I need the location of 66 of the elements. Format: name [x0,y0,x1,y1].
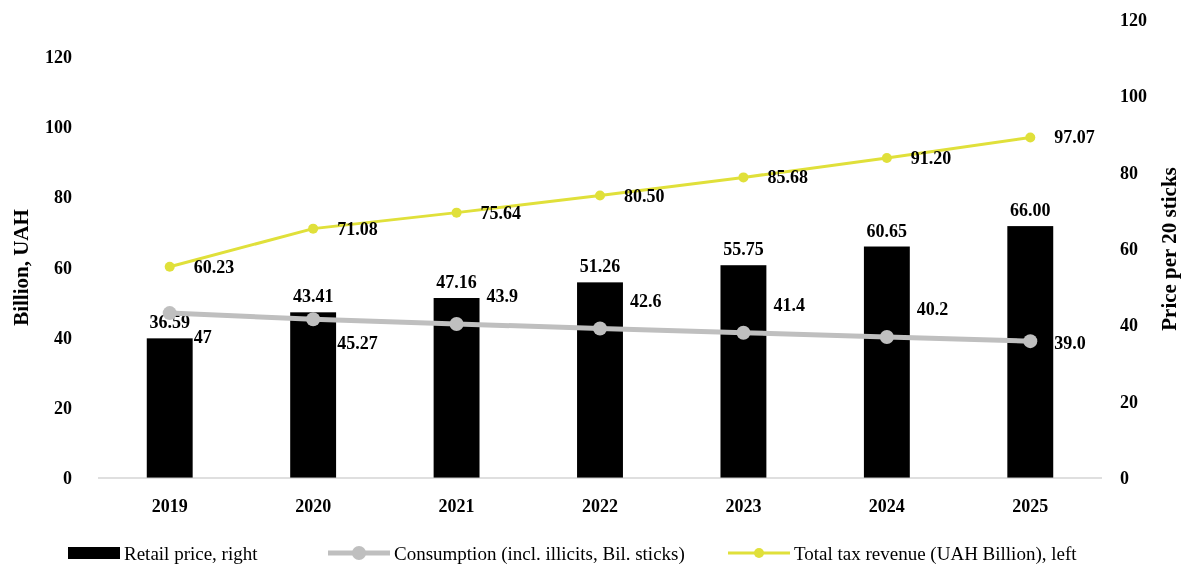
data-label: 47 [193,327,212,348]
data-label: 43.9 [486,285,519,306]
legend-label: Total tax revenue (UAH Billion), left [794,543,1078,565]
y2-tick-label: 60 [1120,239,1138,259]
bar [577,282,623,478]
data-label: 80.50 [624,185,665,206]
point [1025,132,1036,143]
data-label: 45.27 [337,333,378,354]
y-tick-label: 60 [54,257,72,278]
point [308,223,319,234]
bar [146,338,193,478]
point [595,190,605,201]
data-label: 41.4 [773,294,805,315]
point [306,312,321,327]
point [881,153,892,164]
point [736,325,751,340]
data-label: 71.08 [337,218,378,239]
x-tick-label: 2020 [295,496,332,516]
data-label: 51.26 [579,256,621,277]
y2-tick-label: 120 [1120,10,1147,30]
data-label: 40.2 [916,298,949,319]
y2-tick-label: 40 [1120,315,1138,336]
x-tick-label: 2024 [868,496,905,516]
data-label: 97.07 [1054,127,1095,148]
y-tick-label: 0 [63,468,72,488]
data-label: 60.23 [193,256,235,277]
y-tick-label: 20 [54,397,72,418]
bar [863,246,910,478]
data-label: 43.41 [292,286,334,307]
data-label: 91.20 [910,148,952,169]
point [164,261,175,272]
data-label: 47.16 [436,272,477,293]
y2-tick-label: 0 [1120,468,1129,488]
legend-label: Consumption (incl. illicits, Bil. sticks) [394,543,685,565]
y-tick-label: 40 [54,327,72,348]
point [879,329,894,344]
point [449,316,464,331]
bar [433,298,480,478]
data-label: 55.75 [723,239,764,260]
y2-axis-title: Price per 20 sticks [1157,167,1181,331]
point [1023,334,1038,349]
data-label: 85.68 [767,167,808,188]
data-label: 66.00 [1010,200,1051,221]
legend-label: Retail price, right [124,543,259,564]
point [738,172,749,183]
data-label: 39.0 [1054,333,1086,354]
bar [720,265,767,478]
bar [290,312,337,478]
data-label: 42.6 [630,290,662,311]
bar [1007,226,1054,478]
y-tick-label: 100 [45,117,72,138]
point [451,207,462,218]
data-label: 60.65 [866,220,908,241]
point [593,321,607,336]
data-label: 75.64 [480,202,522,223]
y2-tick-label: 80 [1120,162,1138,183]
y-tick-label: 120 [45,47,72,67]
x-tick-label: 2022 [582,496,618,516]
x-tick-label: 2021 [438,496,475,516]
x-tick-label: 2019 [151,496,188,516]
y-tick-label: 80 [54,187,72,208]
y2-tick-label: 20 [1120,391,1138,412]
y-axis-title: Billion, UAH [9,209,33,326]
x-tick-label: 2023 [725,496,762,516]
y2-tick-label: 100 [1120,86,1147,107]
x-tick-label: 2025 [1012,496,1049,516]
